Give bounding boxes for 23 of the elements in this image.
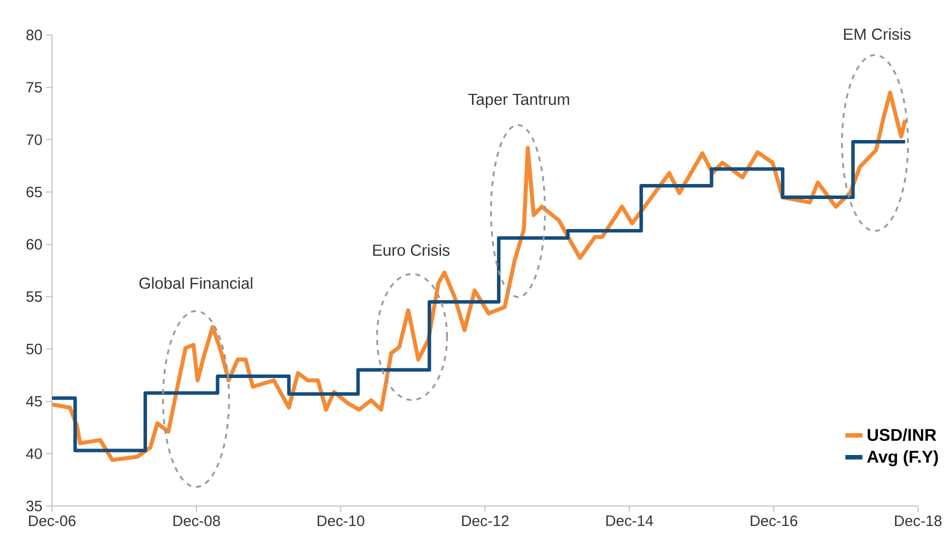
- y-tick-label: 35: [26, 500, 42, 512]
- annotation: Taper Tantrum: [468, 94, 570, 108]
- y-tick-label: 55: [26, 291, 42, 302]
- x-tick-label: Dec-18: [895, 516, 942, 526]
- legend-label: Avg (F.Y): [867, 450, 938, 466]
- annotation: EM Crisis: [844, 28, 911, 40]
- x-tick-label: Dec-12: [462, 516, 509, 526]
- y-tick-label: 45: [26, 396, 42, 407]
- annotation: Euro Crisis: [373, 244, 450, 256]
- y-tick-label: 60: [26, 239, 42, 250]
- x-tick-label: Dec-14: [606, 516, 654, 526]
- x-tick-label: Dec-10: [318, 516, 364, 526]
- x-tick-label: Dec-08: [173, 516, 220, 526]
- legend-label: USD/INR: [868, 428, 936, 442]
- y-tick-label: 75: [26, 82, 42, 93]
- y-tick-label: 70: [26, 134, 42, 145]
- y-tick-label: 80: [26, 30, 42, 40]
- x-tick-label: Dec-16: [750, 516, 798, 526]
- y-tick-label: 40: [26, 448, 42, 459]
- y-tick-label: 65: [26, 186, 42, 198]
- annotation: Global Financial: [139, 277, 252, 289]
- x-tick-label: Dec-06: [29, 516, 76, 526]
- y-tick-label: 50: [26, 344, 42, 354]
